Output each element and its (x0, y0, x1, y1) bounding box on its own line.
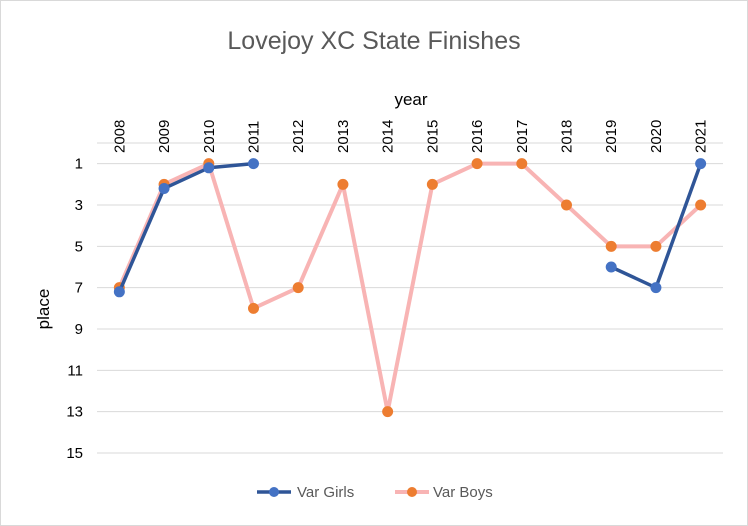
data-point (650, 240, 662, 252)
series-line (117, 161, 703, 414)
data-point (292, 282, 304, 294)
data-point (605, 261, 617, 273)
x-tick-label: 2008 (111, 120, 128, 153)
data-point (695, 158, 707, 170)
y-axis-title: place (34, 289, 53, 330)
data-point (203, 162, 215, 174)
series-line (117, 161, 256, 294)
data-point (471, 158, 483, 170)
data-point (337, 178, 349, 190)
legend-label: Var Boys (433, 484, 493, 501)
x-tick-label: 2016 (469, 120, 486, 153)
y-tick-label: 5 (75, 238, 83, 255)
legend: Var Girls Var Boys (257, 484, 493, 501)
legend-label: Var Girls (297, 484, 354, 501)
y-tick-label: 13 (66, 404, 83, 421)
legend-swatch-marker (407, 487, 417, 497)
x-tick-label: 2012 (290, 120, 307, 153)
data-point (248, 158, 259, 170)
x-tick-label: 2021 (693, 120, 710, 153)
x-tick-label: 2015 (424, 120, 441, 153)
x-tick-label: 2013 (335, 120, 352, 153)
data-point (516, 158, 528, 170)
x-tick-label: 2010 (201, 120, 218, 153)
x-tick-label: 2017 (514, 120, 531, 153)
data-point (426, 178, 438, 190)
x-tick-label: 2020 (648, 120, 665, 153)
x-axis-title: year (394, 90, 427, 109)
data-point (650, 282, 662, 294)
x-tick-label: 2019 (603, 120, 620, 153)
series-layer (113, 158, 707, 418)
x-tick-label: 2009 (156, 120, 173, 153)
data-point (605, 240, 617, 252)
series-var-girls (113, 158, 707, 298)
y-tick-label: 7 (75, 280, 83, 297)
y-tick-label: 11 (67, 362, 83, 379)
data-point (158, 182, 170, 194)
data-point (113, 286, 125, 298)
y-tick-label: 3 (75, 197, 83, 214)
chart-title: Lovejoy XC State Finishes (227, 27, 520, 55)
y-tick-label: 15 (66, 445, 83, 462)
series-line (609, 161, 703, 290)
x-tick-label: 2018 (559, 120, 576, 153)
data-point (695, 199, 707, 211)
y-tick-label: 1 (75, 156, 83, 173)
x-tick-label: 2014 (380, 120, 397, 153)
data-point (561, 199, 572, 211)
y-tick-label: 9 (75, 321, 83, 338)
x-tick-labels: 2008 2009 2010 2011 2012 2013 2014 2015 2016 2017… (111, 120, 709, 153)
data-point (382, 406, 394, 418)
x-tick-label: 2011 (246, 121, 263, 153)
data-point (248, 302, 259, 314)
legend-swatch-marker (269, 487, 279, 497)
